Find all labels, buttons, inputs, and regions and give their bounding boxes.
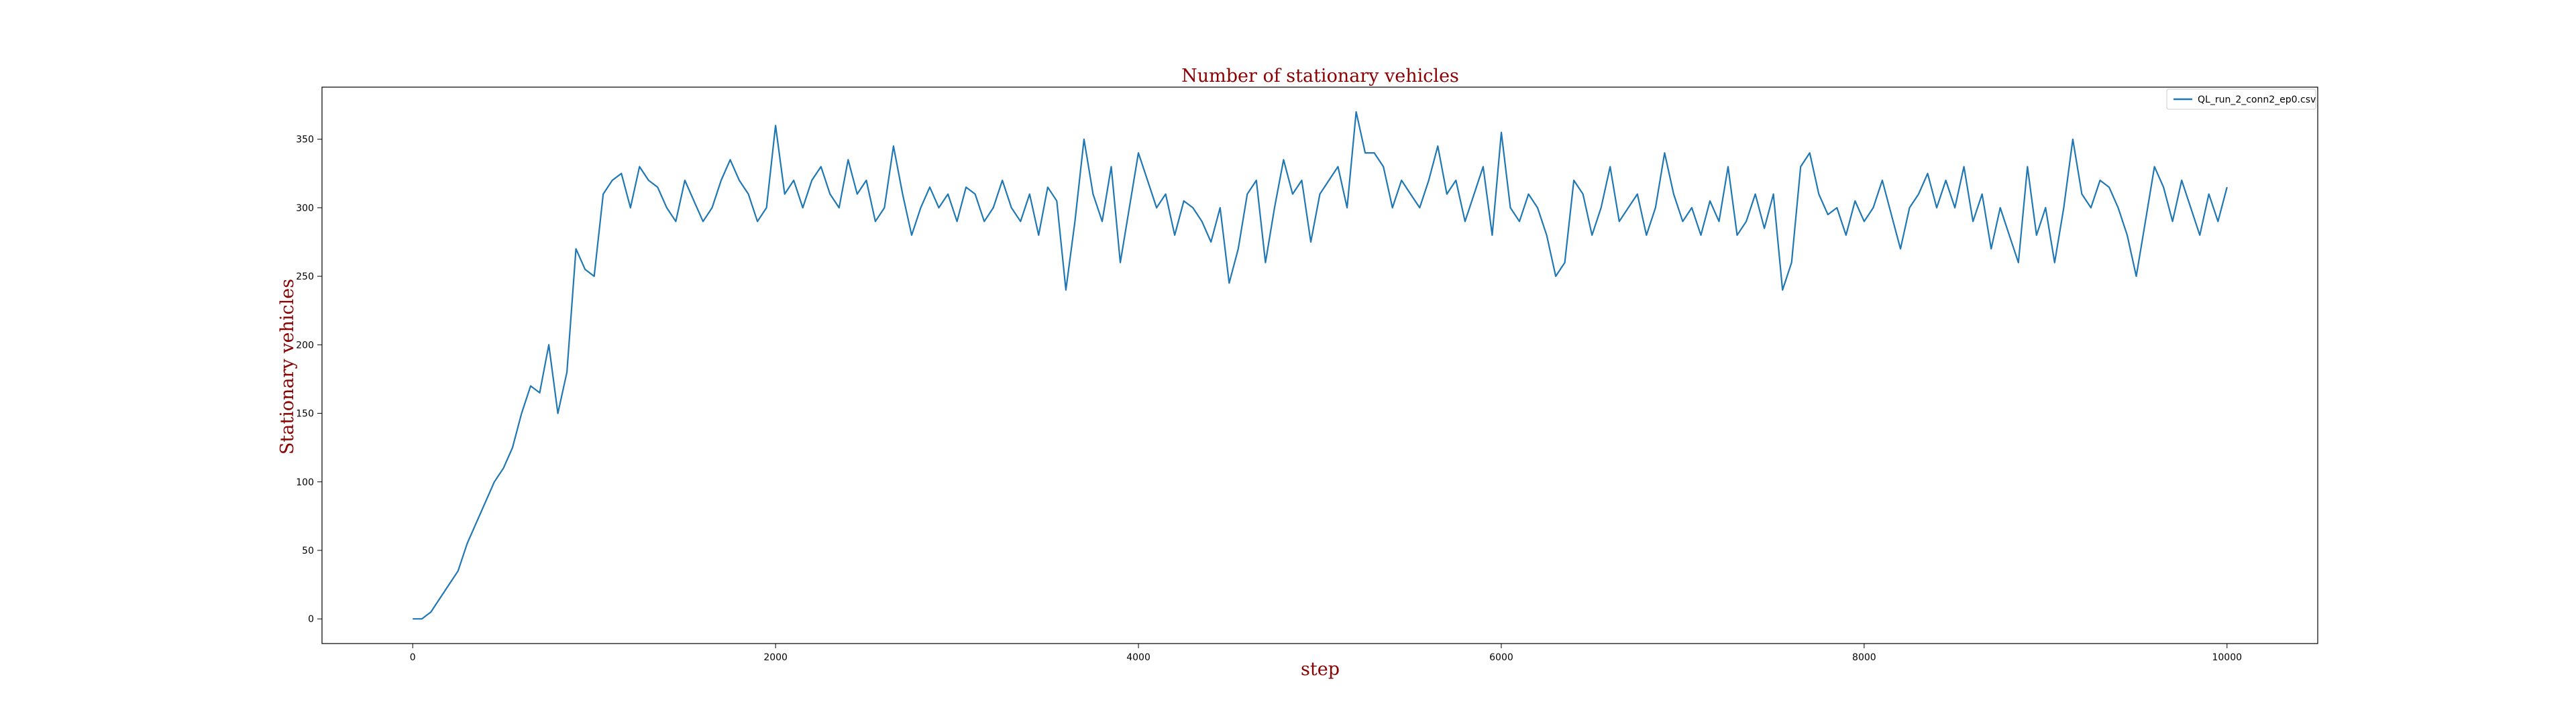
axes-frame	[321, 86, 2318, 644]
legend: QL_run_2_conn2_ep0.csv	[2166, 88, 2316, 110]
x-axis-label: step	[1301, 659, 1340, 680]
y-tick-label: 150	[296, 409, 314, 420]
legend-label: QL_run_2_conn2_ep0.csv	[2198, 95, 2316, 105]
x-tick-label: 0	[410, 652, 416, 663]
y-tick-label: 200	[296, 340, 314, 351]
legend-box	[2166, 88, 2316, 110]
x-tick-label: 4000	[1126, 652, 1150, 663]
y-axis-ticks: 0 50 100 150 200 250 300 350	[296, 135, 322, 625]
plot-area	[413, 111, 2228, 620]
y-tick-label: 300	[296, 203, 314, 214]
y-tick-label: 250	[296, 272, 314, 282]
x-tick-label: 8000	[1852, 652, 1876, 663]
y-tick-label: 100	[296, 477, 314, 488]
x-tick-label: 6000	[1489, 652, 1513, 663]
y-axis-label: Stationary vehicles	[277, 279, 298, 455]
x-tick-label: 10000	[2212, 652, 2242, 663]
series-line-0	[413, 111, 2228, 620]
chart-title: Number of stationary vehicles	[1181, 66, 1459, 86]
y-tick-label: 50	[302, 546, 314, 556]
y-tick-label: 350	[296, 135, 314, 145]
x-axis-ticks: 0 2000 4000 6000 8000 10000	[410, 644, 2242, 663]
y-tick-label: 0	[308, 614, 314, 625]
x-tick-label: 2000	[763, 652, 788, 663]
